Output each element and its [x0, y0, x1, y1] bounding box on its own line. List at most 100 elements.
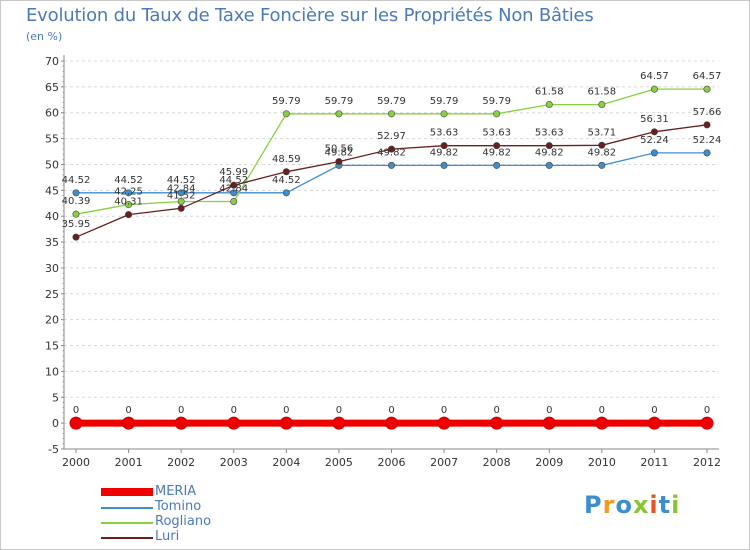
logo-letter: o — [615, 491, 633, 519]
data-point-meria — [69, 416, 83, 430]
data-point-meria — [174, 416, 188, 430]
x-tick-label: 2011 — [640, 456, 668, 469]
data-label-rogliano: 59.79 — [325, 96, 354, 107]
data-label-tomino: 44.52 — [272, 175, 301, 186]
x-tick-label: 2004 — [272, 456, 300, 469]
data-point-rogliano — [177, 198, 185, 206]
data-label-rogliano: 59.79 — [272, 96, 301, 107]
data-label-meria: 0 — [283, 405, 289, 416]
data-label-meria: 0 — [704, 405, 710, 416]
data-point-tomino — [282, 189, 290, 197]
data-label-tomino: 49.82 — [325, 147, 354, 158]
data-point-meria — [700, 416, 714, 430]
data-point-rogliano — [387, 110, 395, 118]
data-label-luri: 53.63 — [535, 128, 564, 139]
data-point-rogliano — [493, 110, 501, 118]
data-point-tomino — [230, 189, 238, 197]
y-tick-label: 60 — [45, 107, 59, 120]
x-tick-label: 2007 — [430, 456, 458, 469]
data-point-luri — [282, 168, 290, 176]
data-point-luri — [598, 141, 606, 149]
y-tick-label: 30 — [45, 262, 59, 275]
data-point-meria — [542, 416, 556, 430]
data-point-tomino — [598, 161, 606, 169]
logo-letter: i — [671, 491, 681, 519]
x-tick-label: 2012 — [693, 456, 721, 469]
legend-label-luri: Luri — [155, 529, 180, 544]
legend-label-tomino: Tomino — [155, 499, 202, 514]
data-point-rogliano — [650, 85, 658, 93]
data-label-rogliano: 61.58 — [535, 87, 564, 98]
logo-letter: i — [649, 491, 659, 519]
data-point-luri — [703, 121, 711, 129]
data-point-luri — [230, 181, 238, 189]
data-label-luri: 48.59 — [272, 154, 301, 165]
data-label-meria: 0 — [388, 405, 394, 416]
data-point-luri — [177, 204, 185, 212]
x-tick-label: 2010 — [588, 456, 616, 469]
data-label-meria: 0 — [125, 405, 131, 416]
data-label-rogliano: 59.79 — [430, 96, 459, 107]
data-point-meria — [227, 416, 241, 430]
legend-swatch-meria — [101, 488, 153, 496]
legend-item-luri[interactable]: Luri — [101, 530, 301, 545]
data-label-tomino: 52.24 — [640, 135, 669, 146]
data-label-meria: 0 — [546, 405, 552, 416]
data-label-tomino: 52.24 — [693, 135, 722, 146]
data-point-tomino — [72, 189, 80, 197]
y-tick-label: 0 — [52, 417, 59, 430]
data-label-rogliano: 59.79 — [482, 96, 511, 107]
data-point-rogliano — [230, 198, 238, 206]
data-point-luri — [545, 142, 553, 150]
legend-swatch-rogliano — [101, 522, 153, 524]
legend-swatch-tomino — [101, 507, 153, 509]
logo-letter: x — [632, 491, 650, 519]
data-point-tomino — [440, 161, 448, 169]
x-tick-label: 2006 — [378, 456, 406, 469]
data-point-luri — [493, 142, 501, 150]
data-label-meria: 0 — [336, 405, 342, 416]
y-tick-label: 50 — [45, 158, 59, 171]
data-label-luri: 50.56 — [325, 144, 354, 155]
unit-label: (en %) — [26, 30, 63, 43]
legend-item-meria[interactable]: MERIA — [101, 485, 301, 500]
y-tick-label: 65 — [45, 81, 59, 94]
y-tick-label: -5 — [48, 443, 59, 456]
data-label-meria: 0 — [178, 405, 184, 416]
data-label-meria: 0 — [73, 405, 79, 416]
x-tick-label: 2002 — [167, 456, 195, 469]
data-point-luri — [387, 145, 395, 153]
legend-label-rogliano: Rogliano — [155, 514, 212, 529]
data-label-meria: 0 — [441, 405, 447, 416]
data-point-rogliano — [703, 85, 711, 93]
data-label-rogliano: 61.58 — [588, 87, 617, 98]
legend-item-tomino[interactable]: Tomino — [101, 500, 301, 515]
data-label-meria: 0 — [231, 405, 237, 416]
data-label-meria: 0 — [651, 405, 657, 416]
data-point-luri — [125, 211, 133, 219]
data-point-rogliano — [335, 110, 343, 118]
data-label-tomino: 49.82 — [588, 147, 617, 158]
data-label-luri: 53.63 — [482, 128, 511, 139]
data-label-rogliano: 42.84 — [219, 184, 248, 195]
data-point-meria — [332, 416, 346, 430]
y-tick-label: 35 — [45, 236, 59, 249]
data-label-tomino: 44.52 — [114, 175, 143, 186]
data-point-rogliano — [440, 110, 448, 118]
data-point-luri — [440, 142, 448, 150]
x-tick-label: 2005 — [325, 456, 353, 469]
data-point-tomino — [177, 189, 185, 197]
data-point-rogliano — [125, 201, 133, 209]
x-tick-label: 2001 — [115, 456, 143, 469]
data-label-luri: 53.63 — [430, 128, 459, 139]
legend-swatch-luri — [101, 537, 153, 539]
y-tick-label: 5 — [52, 391, 59, 404]
legend-label-meria: MERIA — [155, 484, 197, 499]
legend: MERIA Tomino Rogliano Luri — [101, 485, 301, 545]
legend-item-rogliano[interactable]: Rogliano — [101, 515, 301, 530]
data-point-meria — [595, 416, 609, 430]
data-label-tomino: 44.52 — [62, 175, 91, 186]
data-label-luri: 41.52 — [167, 190, 196, 201]
logo-letter: P — [584, 491, 603, 519]
